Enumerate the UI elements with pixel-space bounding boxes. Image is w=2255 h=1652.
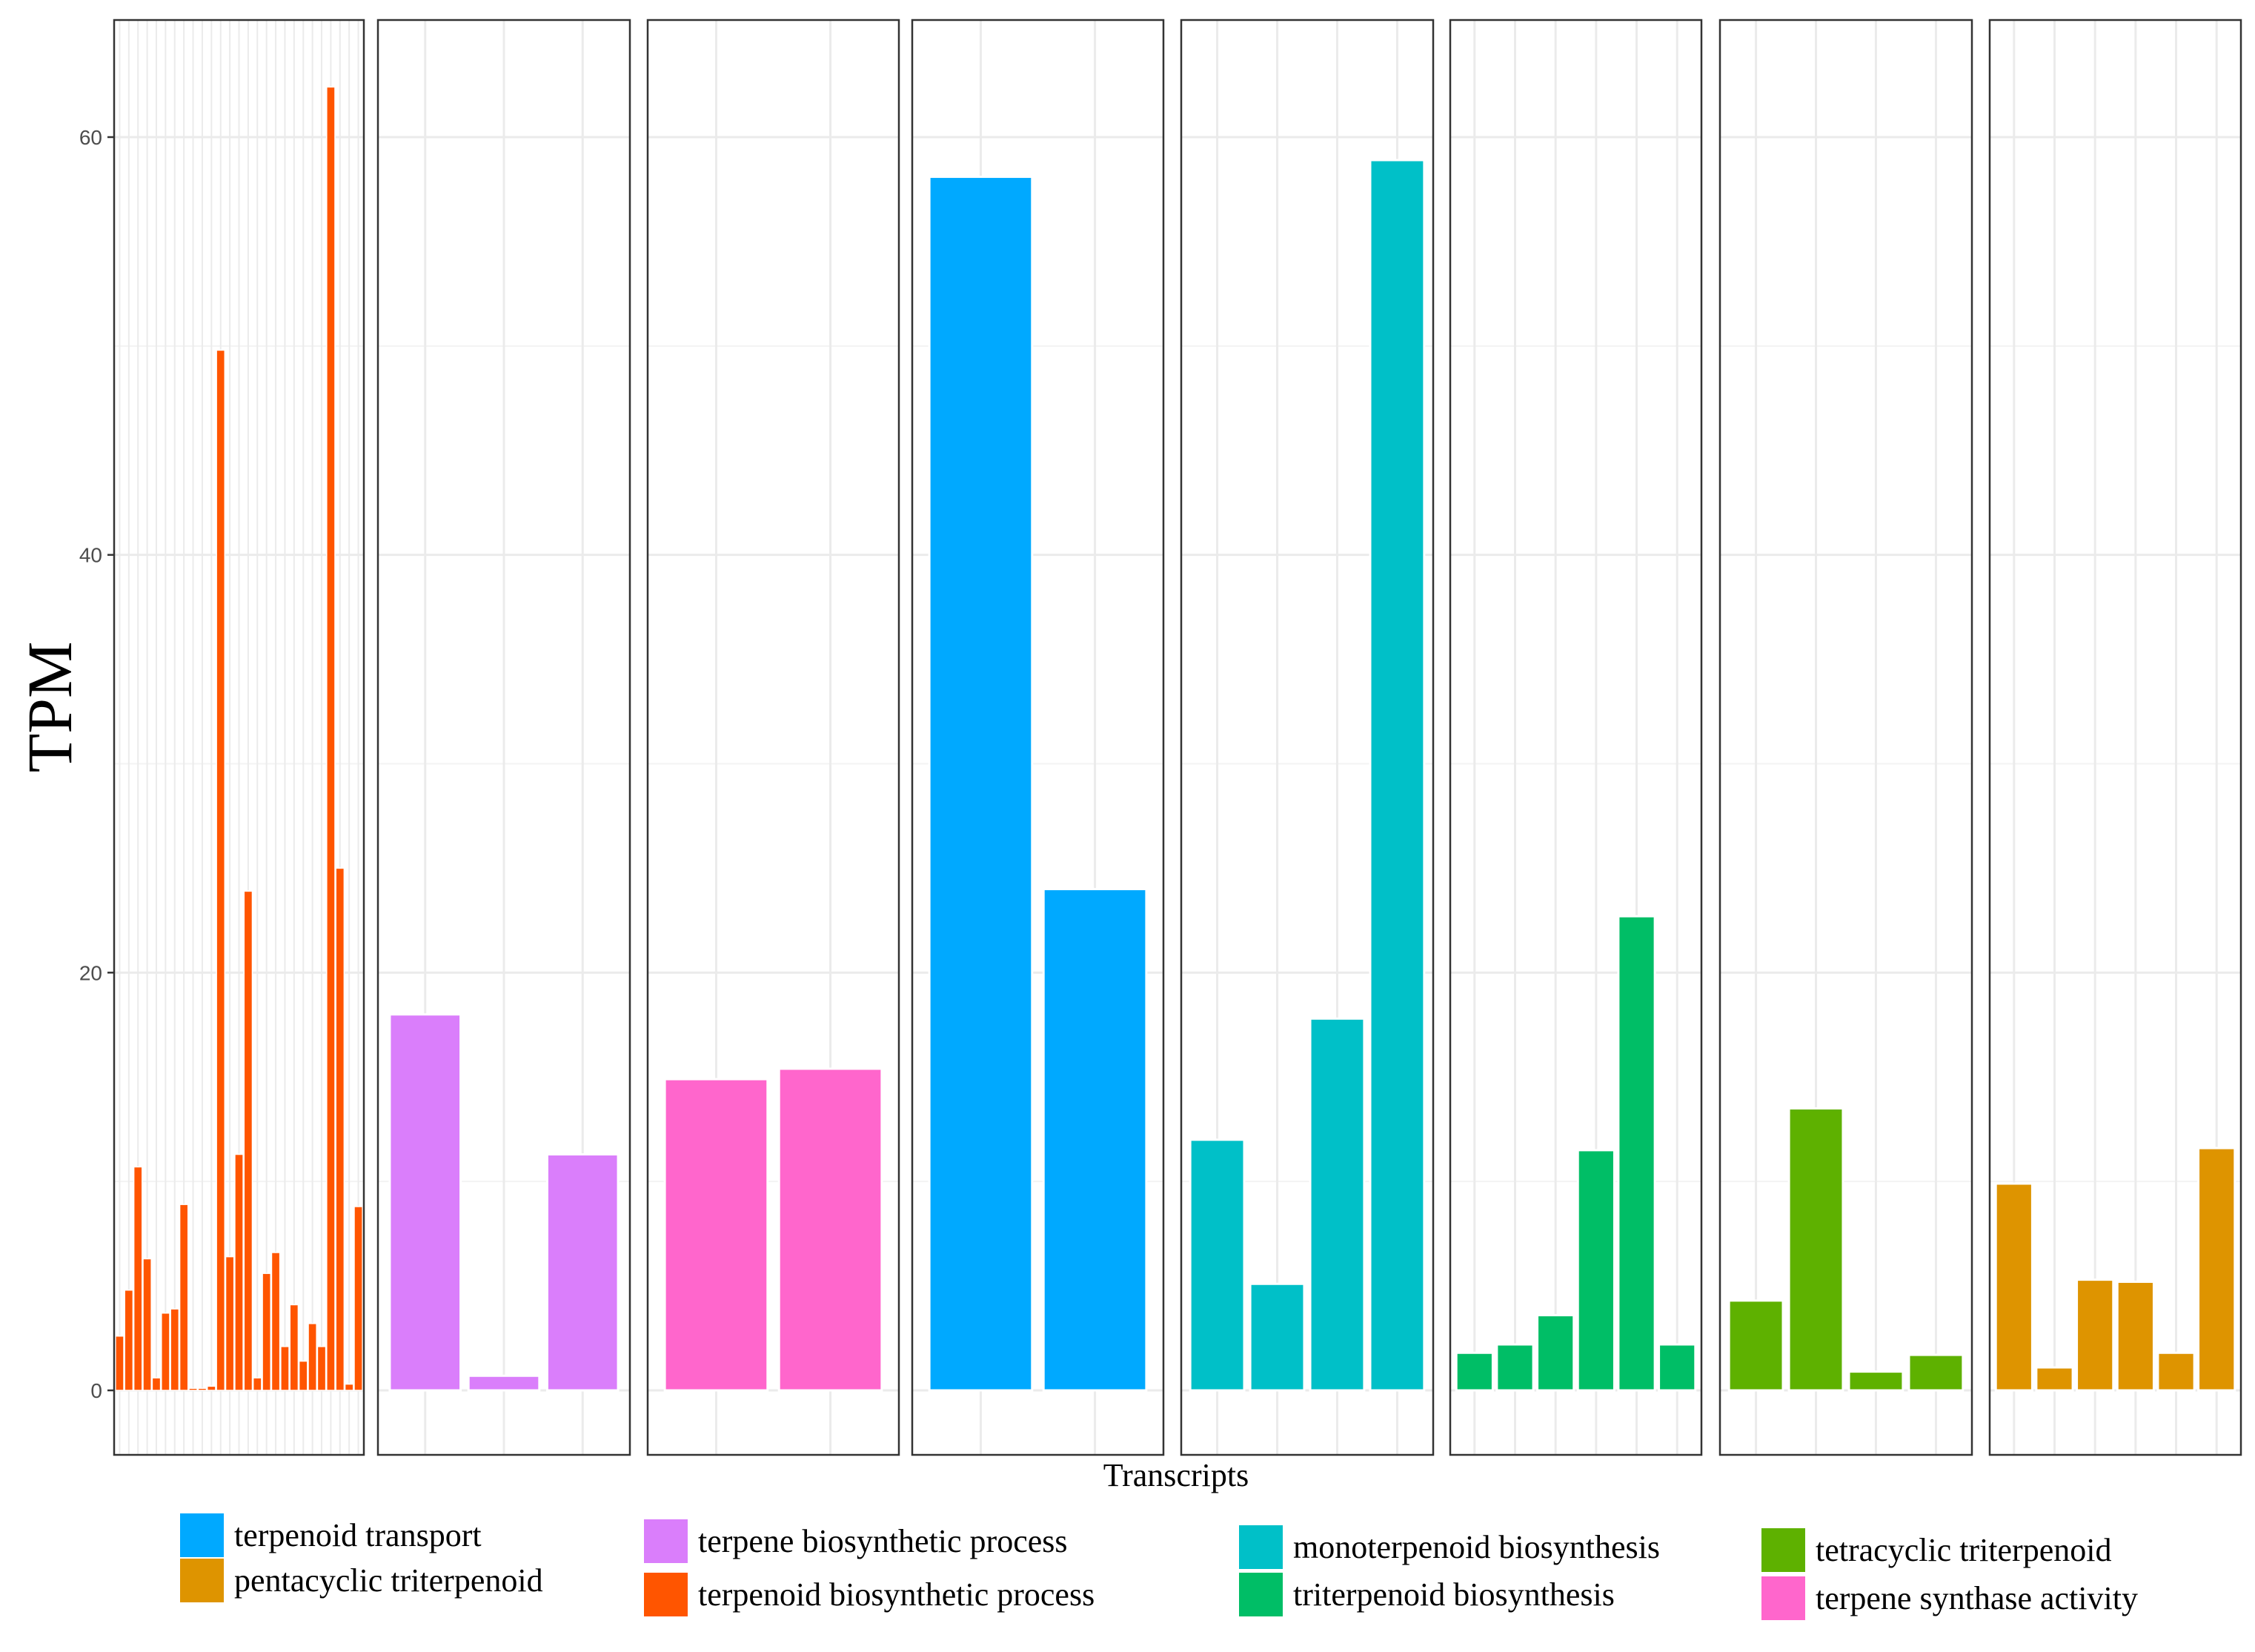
legend-swatch bbox=[644, 1519, 688, 1563]
bar bbox=[1617, 915, 1656, 1392]
bar bbox=[545, 1153, 620, 1392]
legend-swatch bbox=[1239, 1525, 1283, 1569]
bar bbox=[270, 1252, 281, 1391]
legend-swatch bbox=[644, 1573, 688, 1616]
bar bbox=[151, 1377, 162, 1391]
bar bbox=[243, 890, 253, 1391]
bar bbox=[1907, 1353, 1965, 1392]
legend: terpenoid transport pentacyclic triterpen… bbox=[180, 1513, 2138, 1620]
legend-swatch bbox=[1239, 1573, 1283, 1616]
bar bbox=[1727, 1299, 1784, 1392]
legend-label: terpenoid transport bbox=[234, 1517, 482, 1553]
bar bbox=[353, 1206, 363, 1391]
legend-label: terpene synthase activity bbox=[1816, 1580, 2138, 1616]
legend-swatch bbox=[180, 1559, 224, 1602]
bar bbox=[1189, 1138, 1246, 1392]
legend-label: pentacyclic triterpenoid bbox=[234, 1562, 543, 1599]
legend-label: monoterpenoid biosynthesis bbox=[1293, 1529, 1660, 1565]
y-tick-label: 0 bbox=[90, 1379, 102, 1402]
x-axis-title: Transcripts bbox=[1103, 1457, 1249, 1493]
panel-border bbox=[1449, 19, 1703, 1456]
bar bbox=[1536, 1314, 1575, 1392]
legend-label: terpene biosynthetic process bbox=[698, 1523, 1068, 1559]
bar bbox=[161, 1312, 170, 1391]
bar bbox=[308, 1323, 317, 1391]
bar bbox=[142, 1258, 152, 1391]
legend-label: tetracyclic triterpenoid bbox=[1816, 1532, 2111, 1568]
panel-border bbox=[1988, 19, 2242, 1456]
bar bbox=[1658, 1343, 1697, 1392]
bar bbox=[262, 1273, 271, 1391]
bar bbox=[133, 1166, 143, 1391]
bar bbox=[388, 1013, 462, 1392]
bar bbox=[124, 1289, 134, 1391]
y-tick-label: 60 bbox=[79, 126, 102, 149]
bar bbox=[289, 1304, 299, 1391]
bar bbox=[467, 1374, 541, 1392]
bar bbox=[207, 1385, 216, 1391]
bar bbox=[280, 1346, 290, 1391]
panel-border bbox=[646, 19, 900, 1456]
bar bbox=[1576, 1149, 1615, 1392]
bar bbox=[298, 1360, 308, 1391]
legend-swatch bbox=[1761, 1528, 1805, 1572]
panel-frames bbox=[113, 19, 2242, 1456]
bar bbox=[1042, 888, 1148, 1392]
y-axis-ticks: 0 20 40 60 bbox=[79, 126, 114, 1402]
bar bbox=[2076, 1278, 2115, 1392]
bar bbox=[344, 1383, 354, 1391]
bar bbox=[1495, 1343, 1535, 1392]
bar bbox=[326, 86, 336, 1391]
bar bbox=[188, 1387, 198, 1391]
bar bbox=[225, 1255, 235, 1391]
bar bbox=[335, 867, 345, 1391]
y-tick-label: 40 bbox=[79, 544, 102, 567]
panel-border bbox=[911, 19, 1165, 1456]
bar bbox=[1787, 1107, 1844, 1392]
bar bbox=[2035, 1366, 2074, 1392]
bar bbox=[170, 1308, 180, 1391]
bar bbox=[2197, 1147, 2236, 1392]
bar bbox=[928, 176, 1034, 1392]
bar bbox=[179, 1204, 189, 1391]
bar bbox=[1369, 159, 1426, 1392]
bar bbox=[115, 1335, 124, 1391]
legend-label: triterpenoid biosynthesis bbox=[1293, 1576, 1615, 1613]
legend-swatch bbox=[1761, 1576, 1805, 1620]
bar bbox=[234, 1153, 244, 1391]
bar bbox=[1249, 1282, 1306, 1392]
bar bbox=[316, 1346, 327, 1391]
panel-border bbox=[1718, 19, 1973, 1456]
bar bbox=[663, 1078, 769, 1392]
panel-border bbox=[1180, 19, 1435, 1456]
bar bbox=[777, 1067, 883, 1392]
bar bbox=[2116, 1280, 2155, 1392]
bar bbox=[1994, 1182, 2033, 1392]
bar bbox=[216, 349, 226, 1391]
y-tick-label: 20 bbox=[79, 961, 102, 984]
panel-border bbox=[376, 19, 631, 1456]
bar bbox=[1847, 1370, 1904, 1392]
bar bbox=[1455, 1351, 1494, 1392]
legend-swatch bbox=[180, 1513, 224, 1557]
bar bbox=[2156, 1351, 2196, 1392]
bar bbox=[197, 1387, 207, 1391]
bars bbox=[115, 86, 2236, 1392]
bar bbox=[252, 1377, 262, 1391]
panel-border bbox=[113, 19, 365, 1456]
y-axis-title: TPM bbox=[14, 642, 85, 773]
bar bbox=[1309, 1017, 1366, 1392]
legend-label: terpenoid biosynthetic process bbox=[698, 1576, 1095, 1613]
